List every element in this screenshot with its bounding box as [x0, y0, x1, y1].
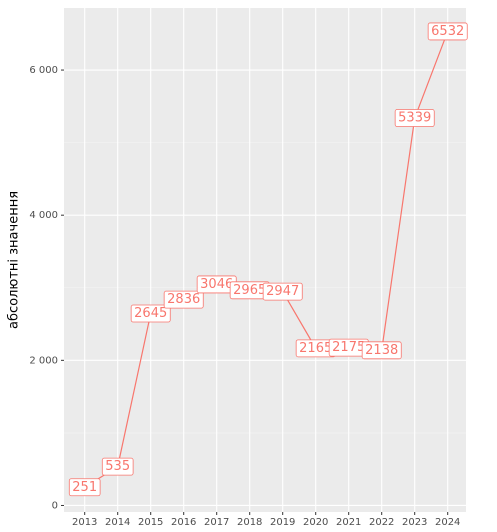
value-label-group: 5339 [394, 109, 435, 127]
x-tick-label: 2018 [237, 517, 262, 528]
value-label-box [262, 282, 303, 301]
x-tick-label: 2014 [105, 517, 130, 528]
x-tick-label: 2020 [303, 517, 328, 528]
value-label-group: 2138 [361, 341, 402, 360]
value-label-box [101, 457, 134, 476]
value-label: 2965 [233, 283, 266, 298]
value-label-box [163, 290, 204, 309]
value-label-group: 2645 [130, 304, 171, 323]
value-label: 2836 [167, 292, 200, 307]
y-tick-label: 4 000 [29, 210, 58, 221]
x-tick-label: 2015 [138, 517, 163, 528]
value-label-group: 2947 [262, 282, 303, 301]
x-tick-label: 2017 [204, 517, 229, 528]
value-label: 2165 [299, 341, 332, 356]
x-tick-label: 2021 [336, 517, 361, 528]
value-label-box [427, 22, 468, 41]
y-tick-label: 2 000 [29, 355, 58, 366]
value-label: 2138 [365, 343, 398, 358]
x-tick-label: 2023 [402, 517, 427, 528]
value-label-box [130, 304, 171, 323]
x-tick-label: 2024 [435, 517, 460, 528]
value-label-group: 2165 [295, 339, 336, 358]
value-label-group: 2836 [163, 290, 204, 309]
y-axis-title: абсолютні значення [7, 191, 22, 329]
value-label-group: 535 [101, 457, 134, 476]
value-label: 251 [72, 480, 97, 495]
value-label: 6532 [431, 24, 464, 39]
value-label-group: 251 [68, 478, 101, 497]
value-label: 2947 [266, 284, 299, 299]
x-tick-label: 2022 [369, 517, 394, 528]
value-label: 3046 [200, 277, 233, 292]
value-label: 2645 [134, 306, 167, 321]
y-tick-label: 6 000 [29, 65, 58, 76]
value-label: 2175 [332, 340, 365, 355]
x-tick-label: 2019 [270, 517, 295, 528]
value-label: 535 [105, 459, 130, 474]
value-label-group: 2175 [328, 338, 369, 357]
value-label-box [361, 341, 402, 360]
value-label-box [394, 109, 435, 127]
panel [64, 8, 466, 512]
value-label: 5339 [398, 111, 431, 126]
x-tick-label: 2016 [171, 517, 196, 528]
value-label-group: 6532 [427, 22, 468, 41]
value-label-group: 3046 [196, 275, 237, 294]
x-tick-label: 2013 [72, 517, 97, 528]
value-label-box [68, 478, 101, 497]
y-tick-label: 0 [52, 500, 58, 511]
value-label-group: 2965 [229, 281, 270, 300]
